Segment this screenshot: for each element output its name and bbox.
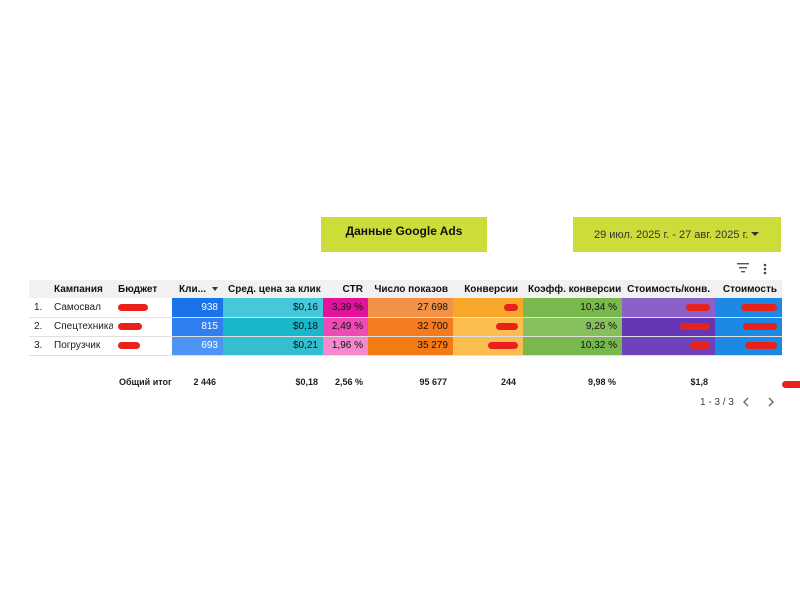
budget-cell	[113, 336, 172, 356]
avg-cpc-cell: $0,21	[223, 336, 323, 356]
chevron-left-icon[interactable]	[740, 396, 752, 408]
header-clicks[interactable]: Кли...	[172, 280, 223, 298]
header-budget[interactable]: Бюджет	[113, 280, 172, 298]
table-row[interactable]: 3. Погрузчик 693 $0,21 1,96 % 35 279 10,…	[29, 336, 782, 356]
chevron-right-icon[interactable]	[765, 396, 777, 408]
totals-row: Общий итог 2 446 $0,18 2,56 % 95 677 244…	[29, 374, 800, 390]
ctr-cell: 1,96 %	[323, 336, 368, 356]
totals-conversions: 244	[500, 377, 516, 387]
pagination-label: 1 - 3 / 3	[700, 397, 734, 408]
totals-clicks: 2 446	[193, 377, 216, 387]
campaign-cell: Погрузчик	[49, 336, 113, 356]
redaction-mark	[488, 341, 518, 349]
totals-conv-rate: 9,98 %	[587, 377, 616, 387]
header-campaign[interactable]: Кампания	[49, 280, 113, 298]
totals-cost-per-conv: $1,8	[690, 377, 708, 387]
conversions-cell	[453, 317, 523, 337]
impressions-cell: 27 698	[368, 298, 453, 318]
row-index: 2.	[29, 317, 49, 337]
conv-rate-cell: 10,32 %	[523, 336, 622, 356]
redaction-mark	[118, 341, 140, 349]
conv-rate-cell: 9,26 %	[523, 317, 622, 337]
header-ctr[interactable]: CTR	[323, 280, 368, 298]
redaction-mark	[686, 303, 710, 311]
dropdown-caret-icon	[751, 232, 759, 236]
header-cost[interactable]: Стоимость	[715, 280, 782, 298]
clicks-cell: 938	[172, 298, 223, 318]
filter-icon[interactable]	[737, 263, 749, 273]
table-row[interactable]: 2. Спецтехника 815 $0,18 2,49 % 32 700 9…	[29, 317, 782, 337]
totals-ctr: 2,56 %	[334, 377, 363, 387]
header-conv-rate[interactable]: Коэфф. конверсии	[523, 280, 622, 298]
clicks-cell: 815	[172, 317, 223, 337]
table-row[interactable]: 1. Самосвал 938 $0,16 3,39 % 27 698 10,3…	[29, 298, 782, 318]
cost-per-conv-cell	[622, 317, 715, 337]
redaction-mark	[504, 303, 518, 311]
redaction-mark	[118, 303, 148, 311]
budget-cell	[113, 298, 172, 318]
impressions-cell: 32 700	[368, 317, 453, 337]
redaction-mark	[118, 322, 142, 330]
report-title-text: Данные Google Ads	[345, 223, 463, 238]
clicks-cell: 693	[172, 336, 223, 356]
ctr-cell: 3,39 %	[323, 298, 368, 318]
date-range-text: 29 июл. 2025 г. - 27 авг. 2025 г.	[594, 228, 749, 241]
header-clicks-label: Кли...	[179, 283, 206, 295]
redaction-mark	[741, 303, 777, 311]
cost-cell	[715, 298, 782, 318]
redaction-mark	[690, 341, 710, 349]
conv-rate-cell: 10,34 %	[523, 298, 622, 318]
header-conversions[interactable]: Конверсии	[453, 280, 523, 298]
header-avg-cpc[interactable]: Сред. цена за клик	[223, 280, 323, 298]
header-cost-per-conv[interactable]: Стоимость/конв.	[622, 280, 715, 298]
table-header-row: Кампания Бюджет Кли... Сред. цена за кли…	[29, 280, 782, 298]
report-title: Данные Google Ads	[321, 217, 487, 252]
row-index: 3.	[29, 336, 49, 356]
row-index: 1.	[29, 298, 49, 318]
cost-cell	[715, 317, 782, 337]
impressions-cell: 35 279	[368, 336, 453, 356]
sort-desc-icon	[212, 286, 218, 291]
totals-label: Общий итог	[119, 377, 172, 387]
budget-cell	[113, 317, 172, 337]
totals-impressions: 95 677	[419, 377, 447, 387]
avg-cpc-cell: $0,16	[223, 298, 323, 318]
totals-avg-cpc: $0,18	[295, 377, 318, 387]
redaction-mark	[743, 322, 777, 330]
campaign-table: Кампания Бюджет Кли... Сред. цена за кли…	[29, 280, 782, 356]
redaction-mark	[782, 381, 800, 388]
cost-per-conv-cell	[622, 336, 715, 356]
campaign-cell: Спецтехника	[49, 317, 113, 337]
more-vert-icon[interactable]	[760, 263, 770, 275]
cost-per-conv-cell	[622, 298, 715, 318]
ctr-cell: 2,49 %	[323, 317, 368, 337]
header-index	[29, 280, 49, 298]
avg-cpc-cell: $0,18	[223, 317, 323, 337]
redaction-mark	[745, 341, 777, 349]
date-range-picker[interactable]: 29 июл. 2025 г. - 27 авг. 2025 г.	[573, 217, 781, 252]
redaction-mark	[680, 322, 710, 330]
campaign-cell: Самосвал	[49, 298, 113, 318]
cost-cell	[715, 336, 782, 356]
conversions-cell	[453, 298, 523, 318]
redaction-mark	[496, 322, 518, 330]
conversions-cell	[453, 336, 523, 356]
header-impressions[interactable]: Число показов	[368, 280, 453, 298]
